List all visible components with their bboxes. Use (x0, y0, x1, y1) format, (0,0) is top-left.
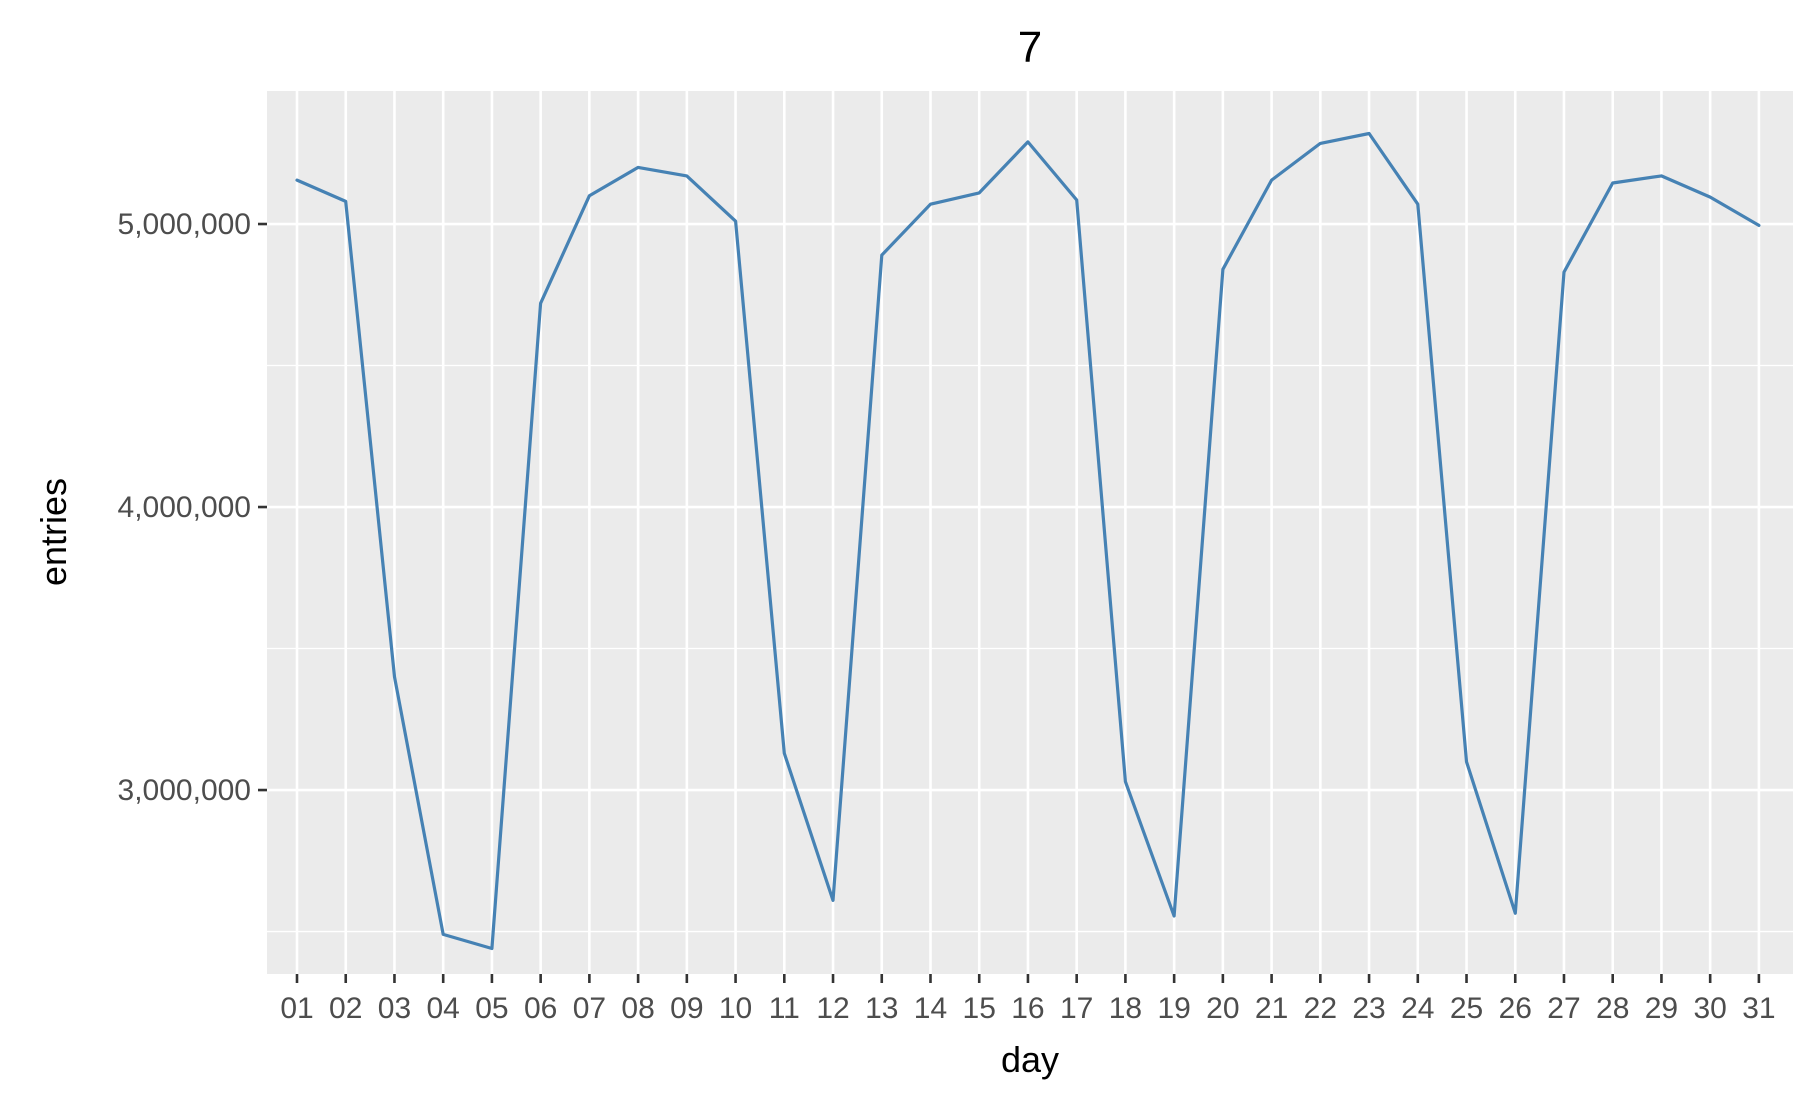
x-axis-title: day (1001, 1039, 1059, 1080)
x-tick-label: 21 (1255, 992, 1288, 1025)
x-tick-label: 12 (816, 992, 849, 1025)
x-tick-label: 15 (963, 992, 996, 1025)
y-tick-label: 3,000,000 (118, 774, 251, 807)
x-tick-label: 20 (1206, 992, 1239, 1025)
x-tick-label: 16 (1011, 992, 1044, 1025)
x-tick-label: 02 (329, 992, 362, 1025)
x-tick-label: 23 (1352, 992, 1385, 1025)
x-tick-label: 28 (1596, 992, 1629, 1025)
x-axis: 01 02 03 04 05 06 07 08 09 10 11 12 13 14 15 16 17 18 19 20… (280, 974, 1776, 1025)
x-tick-label: 06 (524, 992, 557, 1025)
series-line (295, 131, 1761, 951)
x-tick-label: 25 (1450, 992, 1483, 1025)
plot-panel (267, 91, 1793, 974)
x-tick-label: 03 (378, 992, 411, 1025)
y-tick-label: 4,000,000 (118, 491, 251, 524)
chart-title: 7 (1018, 23, 1042, 72)
x-tick-label: 18 (1109, 992, 1142, 1025)
x-tick-label: 07 (573, 992, 606, 1025)
x-tick-label: 27 (1547, 992, 1580, 1025)
x-tick-label: 24 (1401, 992, 1434, 1025)
x-tick-label: 30 (1693, 992, 1726, 1025)
x-tick-label: 09 (670, 992, 703, 1025)
x-tick-label: 29 (1645, 992, 1678, 1025)
x-tick-label: 26 (1499, 992, 1532, 1025)
x-tick-label: 14 (914, 992, 947, 1025)
y-axis-title: entries (33, 478, 74, 586)
x-tick-label: 13 (865, 992, 898, 1025)
x-tick-label: 31 (1742, 992, 1775, 1025)
major-gridlines (267, 91, 1793, 974)
x-tick-label: 19 (1157, 992, 1190, 1025)
x-tick-label: 11 (769, 992, 800, 1025)
y-tick-label: 5,000,000 (118, 208, 251, 241)
x-tick-label: 05 (475, 992, 508, 1025)
x-tick-label: 01 (280, 992, 313, 1025)
minor-gridlines (267, 364, 1793, 933)
x-tick-label: 10 (719, 992, 752, 1025)
y-axis: 3,000,000 4,000,000 5,000,000 (118, 208, 267, 807)
x-tick-label: 08 (621, 992, 654, 1025)
x-tick-label: 17 (1060, 992, 1093, 1025)
x-tick-label: 04 (427, 992, 460, 1025)
x-tick-label: 22 (1304, 992, 1337, 1025)
